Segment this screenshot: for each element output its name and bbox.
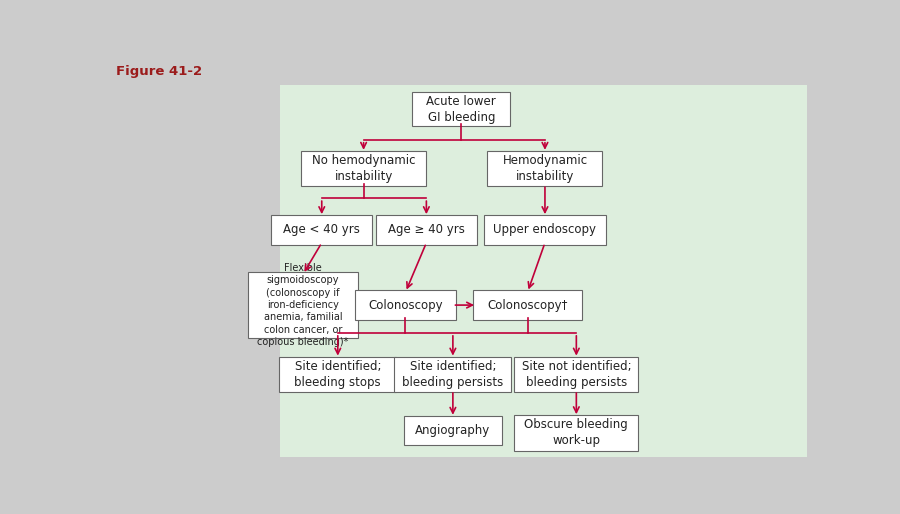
- FancyBboxPatch shape: [248, 272, 358, 338]
- FancyBboxPatch shape: [394, 357, 511, 392]
- Text: Colonoscopy: Colonoscopy: [368, 299, 443, 311]
- FancyBboxPatch shape: [376, 215, 477, 245]
- Text: Upper endoscopy: Upper endoscopy: [493, 224, 597, 236]
- Text: Obscure bleeding
work-up: Obscure bleeding work-up: [525, 418, 628, 447]
- Text: Site identified;
bleeding stops: Site identified; bleeding stops: [294, 360, 381, 389]
- FancyBboxPatch shape: [484, 215, 606, 245]
- Text: Colonoscopy†: Colonoscopy†: [487, 299, 568, 311]
- Text: Age ≥ 40 yrs: Age ≥ 40 yrs: [388, 224, 464, 236]
- Text: Angiography: Angiography: [415, 424, 491, 437]
- FancyBboxPatch shape: [280, 85, 806, 457]
- Text: Hemodynamic
instability: Hemodynamic instability: [502, 154, 588, 183]
- FancyBboxPatch shape: [473, 290, 581, 320]
- FancyBboxPatch shape: [488, 151, 602, 187]
- Text: No hemodynamic
instability: No hemodynamic instability: [312, 154, 416, 183]
- FancyBboxPatch shape: [404, 416, 501, 446]
- FancyBboxPatch shape: [514, 415, 638, 451]
- Text: Site not identified;
bleeding persists: Site not identified; bleeding persists: [521, 360, 631, 389]
- Text: Age < 40 yrs: Age < 40 yrs: [284, 224, 360, 236]
- FancyBboxPatch shape: [271, 215, 373, 245]
- Text: Flexible
sigmoidoscopy
(colonoscopy if
iron-deficiency
anemia, familial
colon ca: Flexible sigmoidoscopy (colonoscopy if i…: [257, 263, 348, 347]
- Text: Figure 41-2: Figure 41-2: [116, 65, 202, 78]
- FancyBboxPatch shape: [355, 290, 456, 320]
- FancyBboxPatch shape: [514, 357, 638, 392]
- FancyBboxPatch shape: [279, 357, 396, 392]
- FancyBboxPatch shape: [412, 93, 510, 126]
- FancyBboxPatch shape: [112, 62, 810, 85]
- Text: Acute lower
GI bleeding: Acute lower GI bleeding: [427, 95, 496, 124]
- FancyBboxPatch shape: [301, 151, 427, 187]
- Text: Site identified;
bleeding persists: Site identified; bleeding persists: [402, 360, 503, 389]
